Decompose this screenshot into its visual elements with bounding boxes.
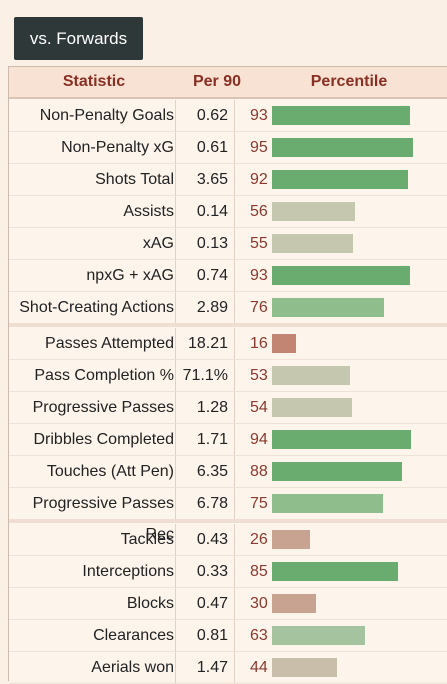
stat-name: Dribbles Completed: [33, 431, 174, 448]
header-per90[interactable]: Per 90: [192, 73, 242, 90]
per90-value: 6.78: [175, 488, 235, 519]
table-row: Aerials won 1.47 44: [9, 652, 447, 684]
stat-name: Blocks: [126, 595, 174, 612]
stat-name: xAG: [142, 235, 174, 252]
stat-name: Shot-Creating Actions: [19, 299, 174, 316]
table-row: xAG 0.13 55: [9, 228, 447, 260]
table-row: Blocks 0.47 30: [9, 588, 447, 620]
per90-value: 1.47: [175, 652, 235, 683]
per90-value: 2.89: [175, 292, 235, 323]
percentile-bar: [272, 106, 410, 125]
stats-table: Statistic Per 90 Percentile Non-Penalty …: [8, 66, 447, 684]
stat-name: npxG + xAG: [86, 267, 174, 284]
stat-name: Non-Penalty Goals: [39, 107, 174, 124]
percentile-bar: [272, 366, 350, 385]
percentile-bar: [272, 562, 398, 581]
table-row: Shot-Creating Actions 2.89 76: [9, 292, 447, 327]
stat-name: Passes Attempted: [45, 335, 174, 352]
percentile-value: 75: [250, 495, 268, 512]
percentile-value: 93: [250, 267, 268, 284]
percentile-bar: [272, 234, 353, 253]
percentile-value: 76: [250, 299, 268, 316]
per90-value: 18.21: [175, 328, 235, 359]
per90-value: 6.35: [175, 456, 235, 487]
percentile-value: 95: [250, 139, 268, 156]
stat-name: Assists: [123, 203, 174, 220]
stat-name: Pass Completion %: [34, 367, 174, 384]
per90-value: 1.71: [175, 424, 235, 455]
table-row: Progressive Passes Rec 6.78 75: [9, 488, 447, 543]
stat-name: Progressive Passes Rec: [32, 495, 174, 543]
stat-name: Non-Penalty xG: [61, 139, 174, 156]
stat-name: Progressive Passes: [32, 399, 174, 416]
per90-value: 0.62: [175, 100, 235, 131]
tab-vs-forwards[interactable]: vs. Forwards: [14, 17, 143, 60]
stat-name: Aerials won: [91, 659, 174, 676]
percentile-value: 54: [250, 399, 268, 416]
per90-value: 0.13: [175, 228, 235, 259]
percentile-bar: [272, 398, 352, 417]
per90-value: 0.74: [175, 260, 235, 291]
percentile-bar: [272, 530, 310, 549]
percentile-value: 88: [250, 463, 268, 480]
table-header: Statistic Per 90 Percentile: [9, 67, 447, 99]
table-row: Interceptions 0.33 85: [9, 556, 447, 588]
percentile-bar: [272, 462, 402, 481]
percentile-value: 93: [250, 107, 268, 124]
table-row: Non-Penalty Goals 0.62 93: [9, 100, 447, 132]
percentile-bar: [272, 594, 316, 613]
percentile-bar: [272, 266, 410, 285]
percentile-value: 16: [250, 335, 268, 352]
percentile-value: 55: [250, 235, 268, 252]
table-row: Non-Penalty xG 0.61 95: [9, 132, 447, 164]
stat-name: Tackles: [120, 531, 174, 548]
percentile-value: 53: [250, 367, 268, 384]
header-percentile[interactable]: Percentile: [310, 73, 388, 90]
per90-value: 1.28: [175, 392, 235, 423]
table-row: npxG + xAG 0.74 93: [9, 260, 447, 292]
per90-value: 0.47: [175, 588, 235, 619]
table-row: Touches (Att Pen) 6.35 88: [9, 456, 447, 488]
stat-name: Clearances: [93, 627, 174, 644]
stat-name: Touches (Att Pen): [46, 463, 174, 480]
percentile-value: 92: [250, 171, 268, 188]
per90-value: 0.61: [175, 132, 235, 163]
stat-name: Shots Total: [95, 171, 174, 188]
table-row: Shots Total 3.65 92: [9, 164, 447, 196]
per90-value: 0.81: [175, 620, 235, 651]
table-row: Assists 0.14 56: [9, 196, 447, 228]
percentile-value: 30: [250, 595, 268, 612]
percentile-bar: [272, 138, 413, 157]
percentile-bar: [272, 494, 383, 513]
percentile-bar: [272, 202, 355, 221]
per90-value: 3.65: [175, 164, 235, 195]
percentile-value: 26: [250, 531, 268, 548]
per90-value: 71.1%: [175, 360, 235, 391]
percentile-value: 44: [250, 659, 268, 676]
table-row: Progressive Passes 1.28 54: [9, 392, 447, 424]
table-row: Tackles 0.43 26: [9, 524, 447, 556]
percentile-bar: [272, 430, 411, 449]
table-row: Dribbles Completed 1.71 94: [9, 424, 447, 456]
percentile-value: 63: [250, 627, 268, 644]
percentile-bar: [272, 298, 384, 317]
percentile-value: 94: [250, 431, 268, 448]
percentile-bar: [272, 334, 296, 353]
header-statistic[interactable]: Statistic: [62, 73, 126, 90]
table-row: Pass Completion % 71.1% 53: [9, 360, 447, 392]
percentile-value: 56: [250, 203, 268, 220]
per90-value: 0.43: [175, 524, 235, 555]
per90-value: 0.33: [175, 556, 235, 587]
table-row: Passes Attempted 18.21 16: [9, 328, 447, 360]
percentile-bar: [272, 658, 337, 677]
table-row: Clearances 0.81 63: [9, 620, 447, 652]
stat-name: Interceptions: [82, 563, 174, 580]
percentile-bar: [272, 170, 408, 189]
percentile-value: 85: [250, 563, 268, 580]
per90-value: 0.14: [175, 196, 235, 227]
percentile-bar: [272, 626, 365, 645]
